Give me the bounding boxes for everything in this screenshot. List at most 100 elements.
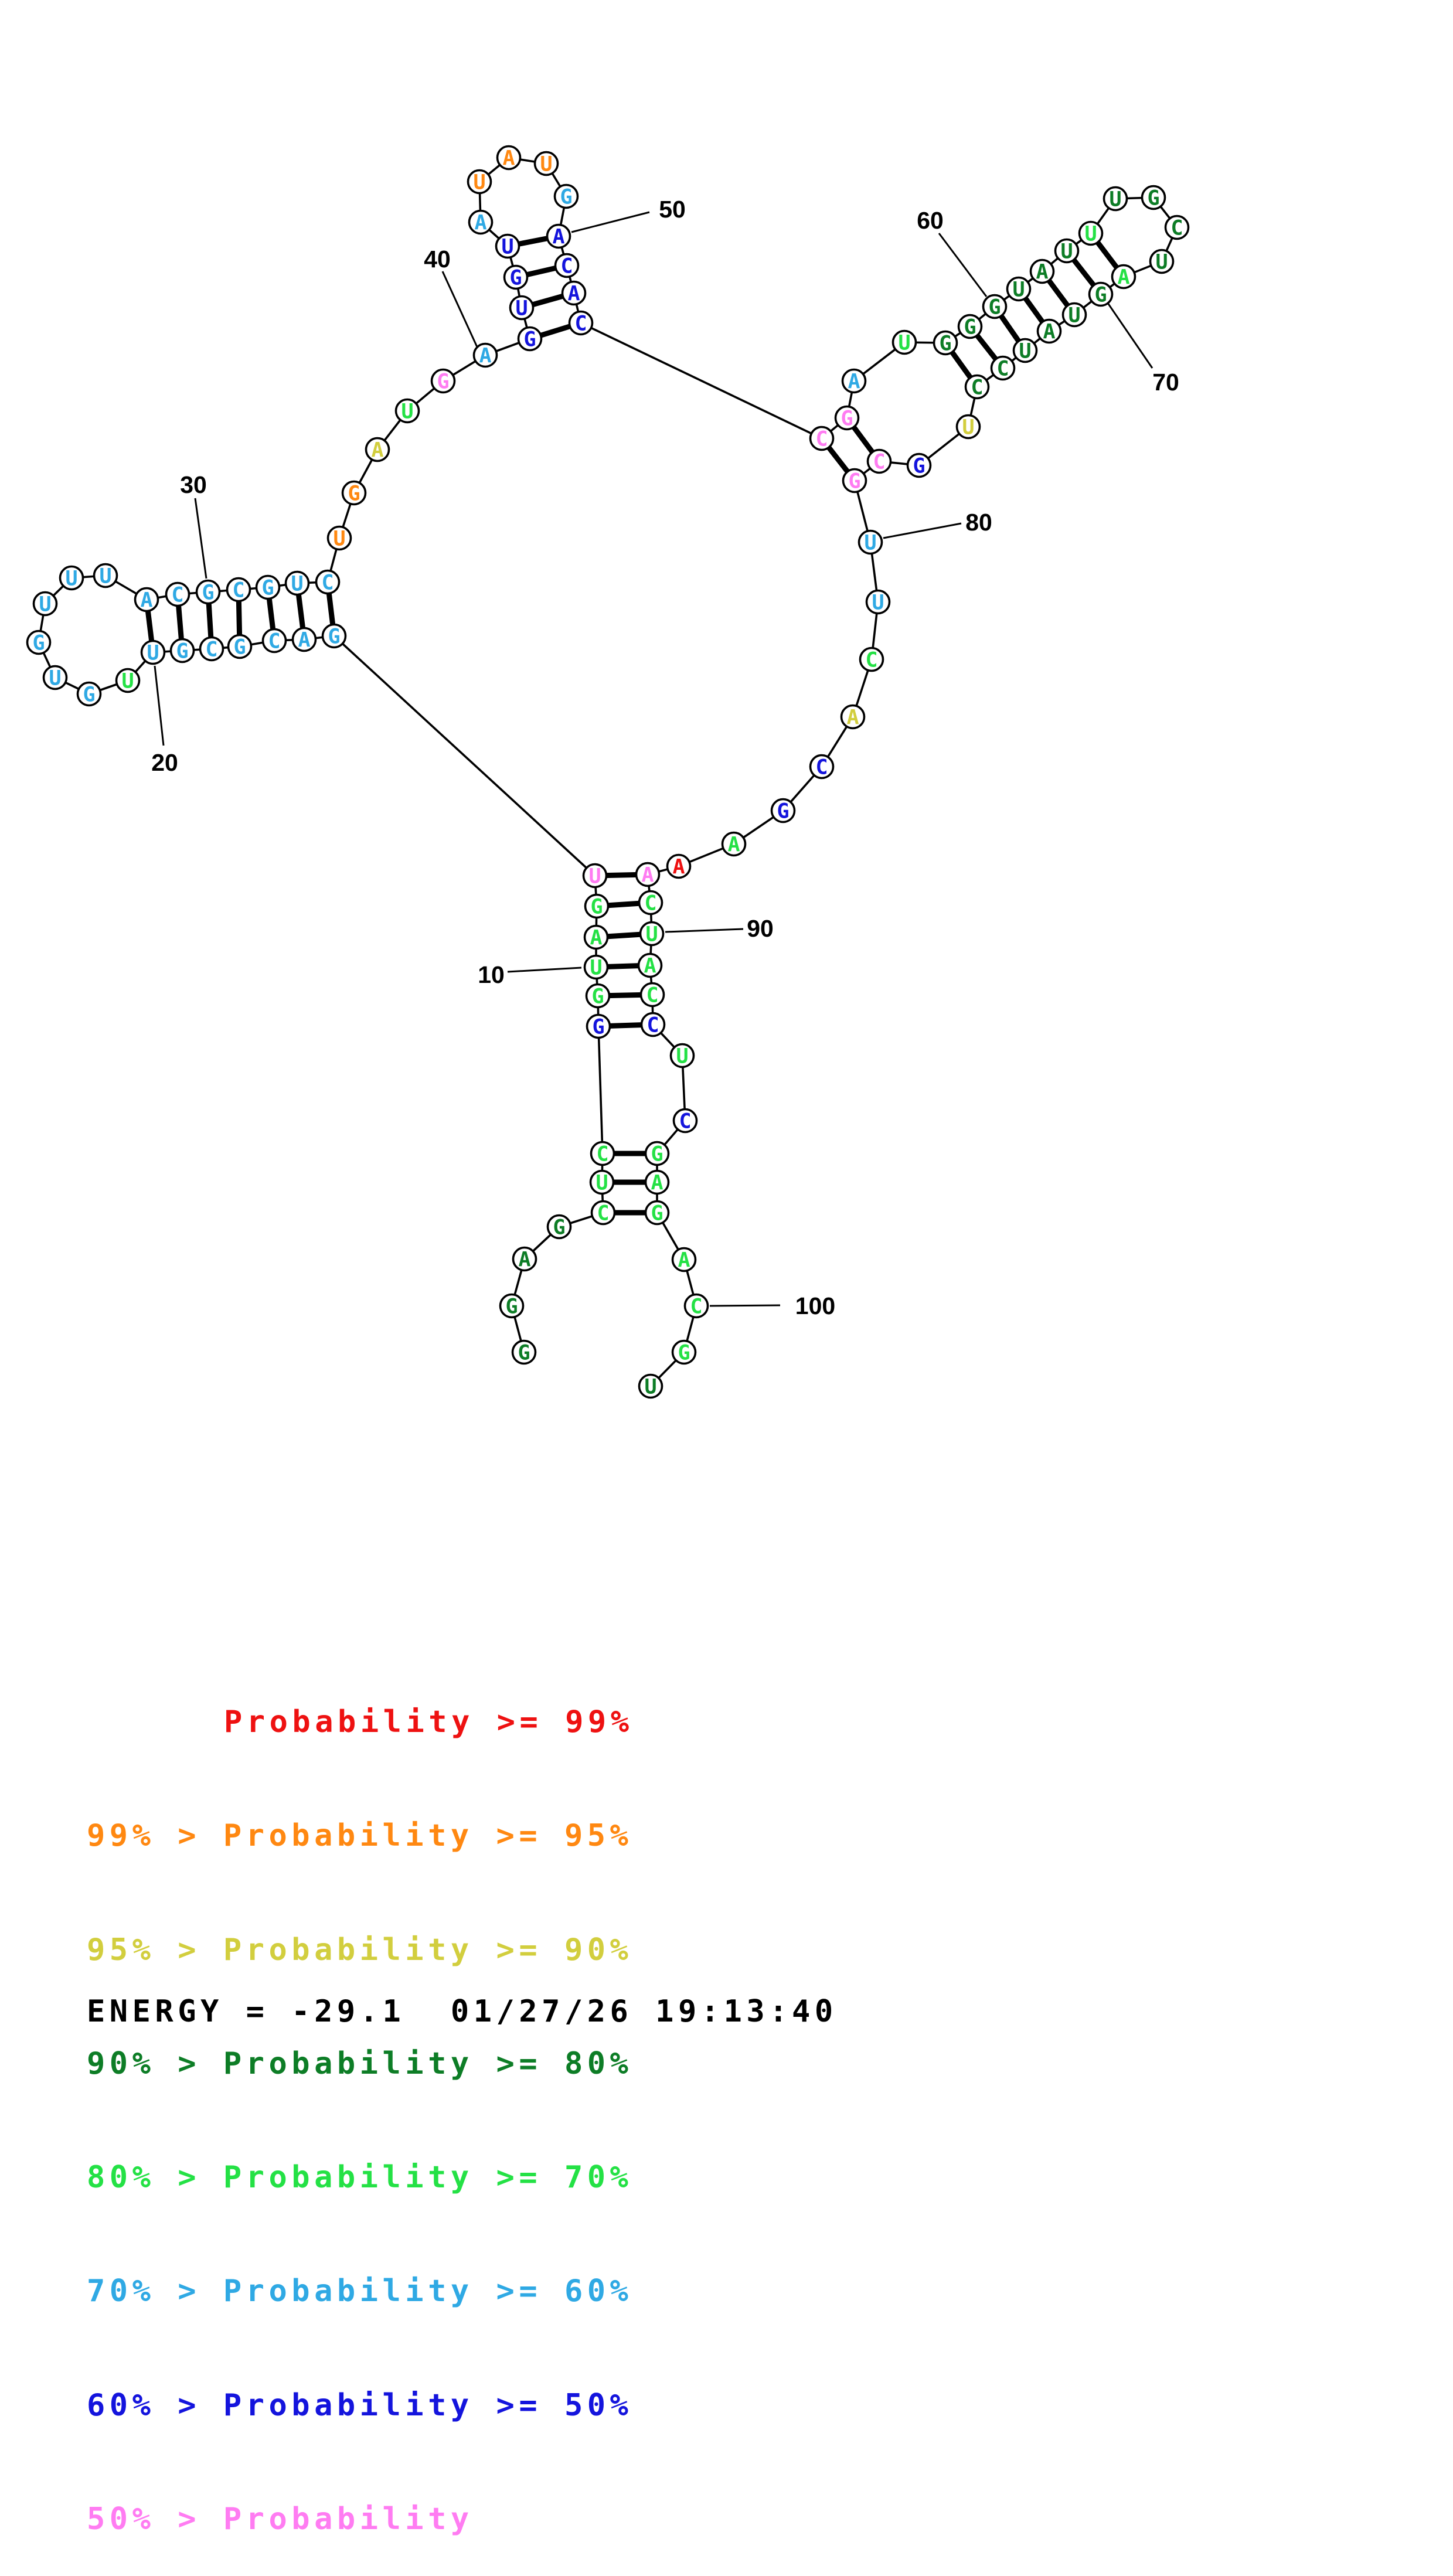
nucleotide: U (891, 329, 917, 355)
nucleotide: C (261, 628, 287, 654)
nucleotide-circle (583, 954, 609, 980)
nucleotide-circle (671, 1247, 697, 1272)
nucleotide-circle (770, 798, 796, 823)
nucleotide-circle (1012, 338, 1038, 363)
nucleotide-letter: U (515, 297, 528, 321)
nucleotide-circle (499, 1293, 525, 1319)
nucleotide-letter: C (268, 630, 280, 654)
nucleotide-letter: U (1060, 240, 1073, 264)
nucleotide-letter: G (328, 625, 340, 649)
nucleotide: A (472, 342, 498, 368)
nucleotide-letter: U (147, 642, 159, 665)
nucleotide: C (990, 355, 1016, 381)
nucleotide: A (1029, 258, 1055, 284)
label-leader-line (709, 1304, 781, 1307)
nucleotide: C (672, 1108, 698, 1134)
nucleotide: G (906, 452, 932, 478)
position-label: 50 (659, 196, 686, 223)
nucleotide-circle (195, 579, 221, 605)
nucleotide-circle (842, 468, 867, 494)
nucleotide-circle (546, 223, 571, 249)
nucleotide: G (957, 314, 983, 339)
nucleotide-circle (859, 646, 884, 672)
nucleotide: C (315, 569, 341, 595)
nucleotide: G (26, 629, 52, 655)
position-label: 20 (151, 749, 178, 776)
nucleotide-letter: A (590, 927, 602, 950)
nucleotide-circle (1111, 264, 1136, 290)
nucleotide-letter: G (988, 296, 1001, 319)
nucleotide: A (468, 209, 494, 235)
nucleotide-letter: G (518, 1342, 530, 1365)
nucleotide: A (134, 587, 159, 612)
nucleotide-circle (495, 233, 520, 259)
nucleotide-letter: G (1094, 284, 1107, 307)
nucleotide: G (842, 468, 867, 494)
nucleotide: A (1036, 318, 1062, 344)
nucleotide-circle (639, 982, 665, 1008)
nucleotide-circle (635, 862, 661, 887)
nucleotide: U (1078, 220, 1104, 246)
nucleotide-circle (644, 1200, 670, 1226)
nucleotide-circle (511, 1339, 537, 1365)
nucleotide: U (42, 665, 68, 690)
nucleotide-letter: A (848, 370, 860, 394)
nucleotide: U (115, 668, 141, 693)
nucleotide-circle (809, 426, 835, 451)
nucleotide-circle (321, 623, 347, 649)
nucleotide-circle (933, 330, 958, 356)
nucleotide-letter: U (1019, 340, 1031, 363)
nucleotide-letter: C (171, 584, 183, 607)
nucleotide-circle (1141, 185, 1166, 210)
nucleotide-circle (503, 264, 529, 290)
nucleotide-circle (955, 414, 981, 440)
position-label: 60 (917, 207, 944, 234)
nucleotide-circle (638, 1373, 663, 1399)
nucleotide: U (857, 529, 883, 555)
nucleotide-circle (834, 405, 860, 431)
nucleotide-circle (640, 1012, 666, 1037)
nucleotide-circle (341, 480, 367, 506)
nucleotide-circle (590, 1200, 616, 1226)
nucleotide-circle (284, 570, 310, 596)
nucleotide-circle (841, 368, 867, 394)
nucleotide-letter: G (261, 577, 274, 600)
nucleotide-circle (26, 629, 52, 655)
nucleotide: C (866, 448, 892, 474)
nucleotide: G (195, 579, 221, 605)
nucleotide-letter: G (841, 407, 853, 431)
nucleotide-letter: U (898, 332, 910, 355)
nucleotide: A (841, 368, 867, 394)
nucleotide-letter: G (651, 1143, 663, 1166)
energy-text: ENERGY = -29.1 01/27/26 19:13:40 (87, 1994, 838, 2029)
nucleotide-letter: U (99, 565, 111, 588)
nucleotide-circle (644, 1169, 670, 1195)
nucleotide-letter: A (1043, 321, 1055, 344)
nucleotide-letter: C (815, 756, 828, 780)
nucleotide: A (671, 1247, 697, 1272)
nucleotide: A (496, 145, 522, 171)
nucleotide-letter: U (1155, 251, 1168, 274)
nucleotide-letter: U (864, 532, 876, 555)
nucleotide-circle (554, 253, 580, 278)
nucleotide: C (640, 1012, 666, 1037)
legend-row: Probability >= 99% (224, 1704, 634, 1740)
nucleotide-circle (669, 1043, 695, 1068)
nucleotide-letter: G (553, 1216, 565, 1240)
legend-row: 60% > Probability >= 50% (87, 2387, 633, 2423)
position-label: 70 (1152, 369, 1179, 396)
nucleotide-circle (255, 574, 281, 600)
nucleotide-circle (546, 1214, 572, 1240)
nucleotide-circle (496, 145, 522, 171)
nucleotide-circle (1006, 276, 1032, 302)
nucleotide: U (583, 954, 609, 980)
nucleotide: C (1164, 215, 1190, 240)
nucleotide: G (169, 638, 195, 663)
nucleotide: G (982, 294, 1008, 319)
nucleotide-circle (169, 638, 195, 663)
nucleotide: U (1006, 276, 1032, 302)
nucleotide: G (1141, 185, 1166, 210)
nucleotide-circle (644, 1141, 670, 1166)
label-leader-line (571, 211, 650, 233)
nucleotide: U (326, 525, 352, 551)
